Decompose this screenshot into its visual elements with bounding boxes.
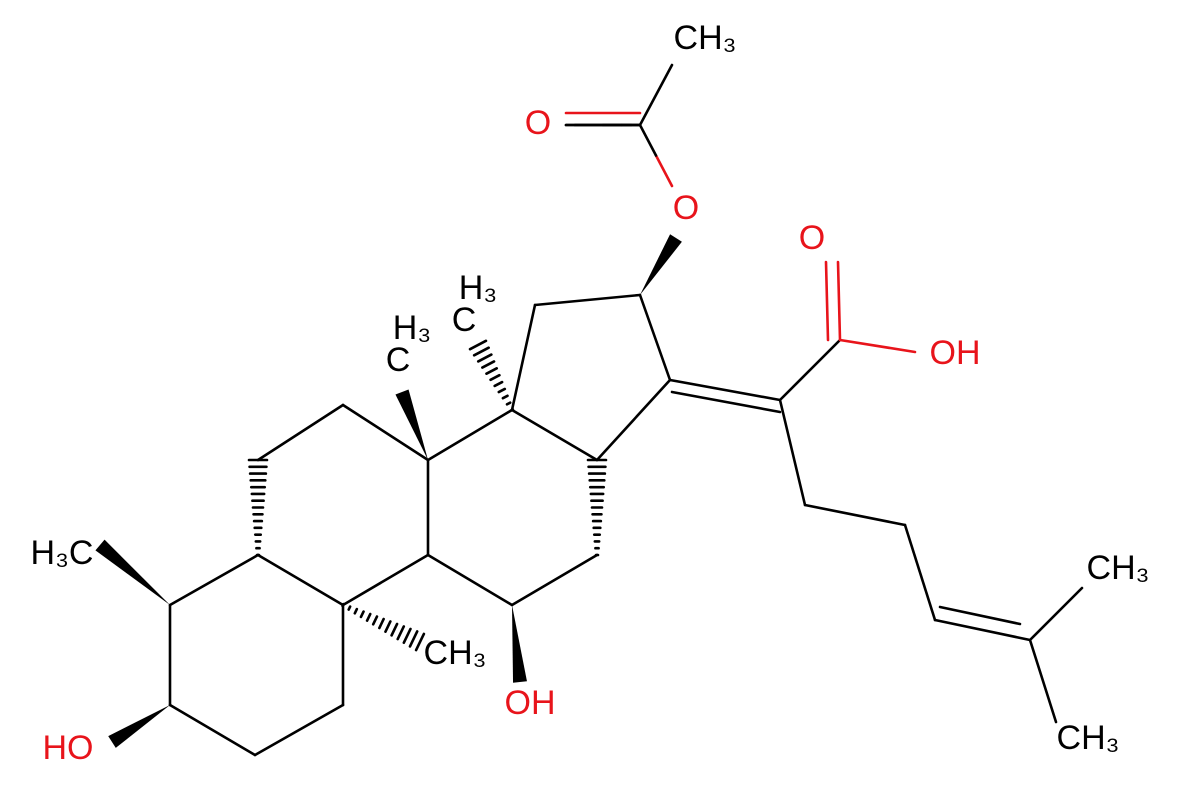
bond bbox=[497, 387, 507, 394]
atom-label: H₃ bbox=[393, 309, 431, 347]
bond bbox=[668, 378, 782, 402]
atom-label: OH bbox=[505, 684, 556, 722]
bond bbox=[654, 154, 674, 188]
bond bbox=[468, 339, 488, 351]
atom-label: H₃ bbox=[459, 269, 497, 307]
bond bbox=[341, 403, 430, 462]
bond bbox=[384, 620, 392, 633]
bond bbox=[347, 605, 352, 611]
bond bbox=[933, 618, 1032, 642]
bond bbox=[533, 293, 642, 307]
bond bbox=[426, 408, 514, 462]
bond bbox=[359, 610, 365, 619]
bond bbox=[836, 260, 842, 342]
bond bbox=[824, 260, 830, 342]
atom-label: H₃C bbox=[31, 534, 94, 572]
bond bbox=[365, 612, 372, 622]
bond bbox=[778, 398, 807, 507]
bond bbox=[371, 615, 379, 626]
bond bbox=[1028, 586, 1084, 642]
atom-label: O bbox=[799, 219, 825, 257]
bond bbox=[938, 605, 1022, 626]
bond bbox=[638, 63, 674, 127]
bond bbox=[378, 617, 385, 630]
bond bbox=[595, 378, 672, 462]
bond bbox=[510, 553, 599, 607]
bond bbox=[168, 703, 257, 757]
bond bbox=[638, 123, 658, 157]
atom-label: C bbox=[386, 341, 411, 379]
atom-label: OH bbox=[930, 334, 981, 372]
bond bbox=[408, 630, 419, 648]
bond bbox=[493, 380, 504, 388]
bond bbox=[670, 390, 782, 414]
bond bbox=[510, 408, 599, 462]
bond bbox=[476, 353, 493, 363]
bond bbox=[903, 523, 937, 622]
bond bbox=[489, 373, 501, 382]
bond bbox=[395, 389, 428, 460]
bond bbox=[512, 605, 527, 683]
atom-label: CH₃ bbox=[1057, 719, 1120, 757]
bond bbox=[341, 602, 345, 608]
bond bbox=[108, 705, 170, 748]
bond bbox=[253, 703, 345, 757]
atom-label: HO bbox=[43, 729, 94, 767]
bond bbox=[485, 367, 499, 375]
bond bbox=[390, 622, 399, 637]
atom-label: O bbox=[673, 189, 699, 227]
atom-label: CH₃ bbox=[1087, 549, 1150, 587]
bond bbox=[505, 401, 512, 406]
bond bbox=[803, 503, 907, 527]
bond bbox=[638, 293, 672, 382]
bond bbox=[509, 408, 515, 412]
bond bbox=[256, 553, 345, 607]
bond bbox=[472, 346, 490, 357]
atom-label: CH₃ bbox=[424, 634, 487, 672]
bond bbox=[510, 303, 537, 412]
bond bbox=[168, 553, 260, 607]
bond bbox=[640, 234, 682, 295]
bond bbox=[426, 553, 514, 607]
bond bbox=[353, 607, 359, 615]
bond bbox=[341, 553, 430, 607]
bond bbox=[95, 539, 170, 605]
atom-label: CH₃ bbox=[674, 19, 737, 57]
bond bbox=[402, 627, 412, 645]
bond bbox=[778, 338, 842, 402]
bond bbox=[396, 625, 406, 641]
bond bbox=[414, 632, 426, 652]
bond bbox=[256, 403, 345, 462]
bond bbox=[1028, 638, 1058, 724]
atom-label: C bbox=[452, 301, 477, 339]
bonds bbox=[95, 63, 1084, 757]
bond bbox=[838, 338, 917, 354]
bond bbox=[501, 394, 509, 400]
bond bbox=[481, 360, 496, 369]
atom-label: O bbox=[525, 104, 551, 142]
